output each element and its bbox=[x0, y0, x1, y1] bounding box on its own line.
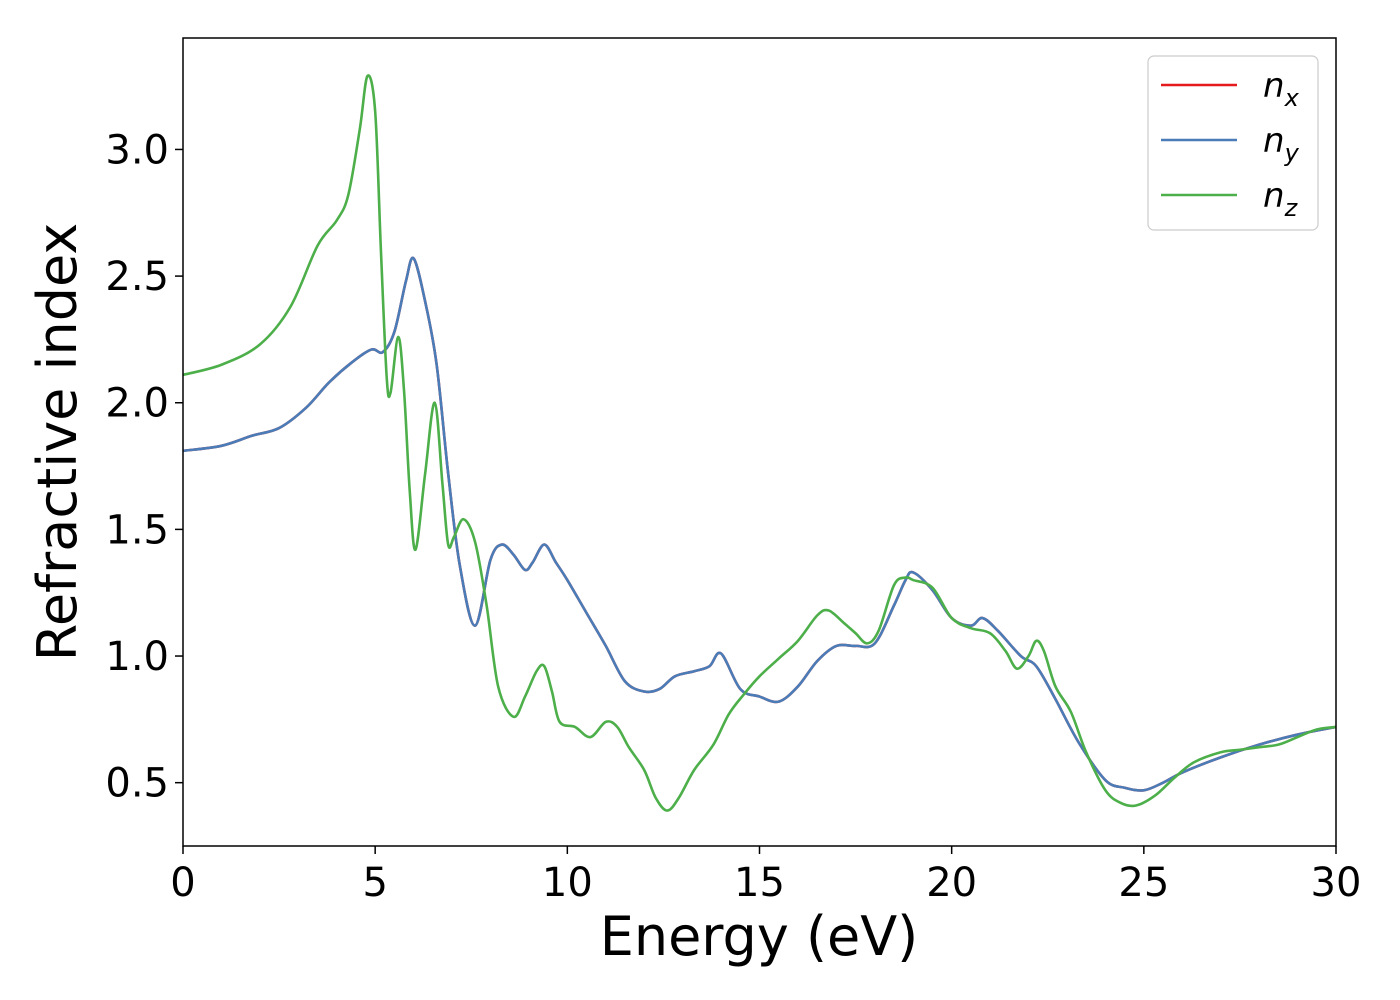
y-tick-label: 0.5 bbox=[105, 761, 169, 807]
series-line-nz bbox=[182, 74, 1337, 812]
x-tick-label: 15 bbox=[734, 860, 785, 906]
y-tick-label: 1.0 bbox=[105, 634, 169, 680]
series-line-ny bbox=[182, 256, 1337, 792]
legend-box bbox=[1147, 55, 1319, 231]
x-tick-label: 20 bbox=[926, 860, 977, 906]
y-tick-label: 2.5 bbox=[105, 254, 169, 300]
series-layer bbox=[182, 74, 1337, 812]
x-tick-label: 25 bbox=[1118, 860, 1169, 906]
y-tick-label: 2.0 bbox=[105, 381, 169, 427]
y-tick-label: 3.0 bbox=[105, 127, 169, 173]
x-tick-label: 10 bbox=[542, 860, 593, 906]
x-tick-label: 5 bbox=[362, 860, 387, 906]
x-axis-label: Energy (eV) bbox=[600, 905, 919, 968]
x-tick-label: 30 bbox=[1311, 860, 1362, 906]
y-tick-label: 1.5 bbox=[105, 507, 169, 553]
y-axis-label: Refractive index bbox=[26, 223, 89, 662]
series-line-nx bbox=[182, 256, 1337, 792]
x-axis-ticks: 0 5 10 15 20 25 30 bbox=[170, 846, 1361, 906]
y-axis-ticks: 0.5 1.0 1.5 2.0 2.5 3.0 bbox=[105, 127, 183, 807]
x-tick-label: 0 bbox=[170, 860, 195, 906]
